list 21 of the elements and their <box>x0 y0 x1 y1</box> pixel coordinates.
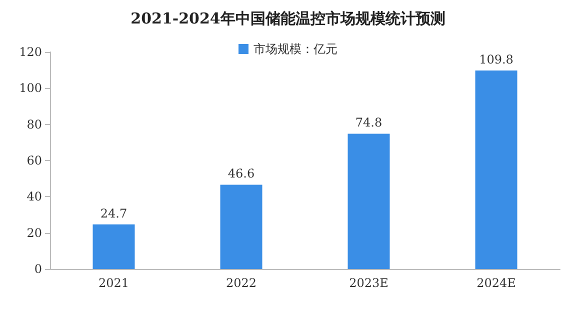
bar <box>475 70 518 269</box>
y-tick-label: 100 <box>19 81 42 96</box>
data-label: 24.7 <box>100 206 128 220</box>
data-label: 46.6 <box>228 166 255 181</box>
legend-label: 市场规模：亿元 <box>254 42 338 56</box>
data-label: 109.8 <box>479 52 514 66</box>
x-tick-label: 2023E <box>349 276 388 290</box>
y-tick-label: 20 <box>26 226 42 240</box>
y-tick-label: 60 <box>26 154 42 168</box>
y-tick-label: 120 <box>19 45 42 59</box>
data-label: 74.8 <box>355 116 382 130</box>
bar <box>348 134 390 269</box>
x-tick-label: 2022 <box>226 276 257 290</box>
y-tick-label: 0 <box>34 262 42 276</box>
y-tick-label: 80 <box>26 117 42 132</box>
x-tick-label: 2024E <box>476 276 516 290</box>
y-tick-label: 40 <box>26 190 42 204</box>
bar <box>220 184 262 269</box>
x-tick-label: 2021 <box>98 276 130 290</box>
bar <box>92 224 135 269</box>
chart-title: 2021-2024年中国储能温控市场规模统计预测 <box>130 10 446 28</box>
